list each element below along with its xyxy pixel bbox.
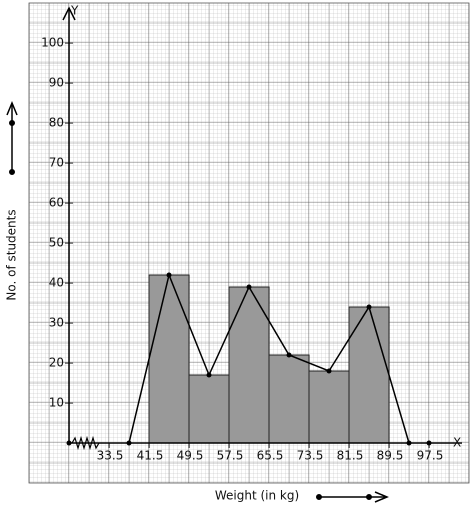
y-tick-label: 80: [49, 116, 64, 130]
x-tick-label: 73.5: [297, 449, 324, 463]
frequency-polygon: [128, 272, 410, 444]
x-axis-label: Weight (in kg): [215, 489, 299, 503]
axis-break: [71, 435, 100, 451]
polygon-point: [286, 352, 292, 358]
y-tick-label: 60: [49, 196, 64, 210]
y-tick-label: 40: [49, 276, 64, 290]
bar: [308, 370, 350, 444]
bar: [148, 274, 190, 444]
polygon-point: [166, 272, 172, 278]
x-tick-label: 97.5: [417, 449, 444, 463]
y-tick-label: 10: [49, 396, 64, 410]
y-tick-label: 20: [49, 356, 64, 370]
x-tick-label: 65.5: [257, 449, 284, 463]
x-direction-arrow: [316, 491, 389, 503]
bar: [348, 306, 390, 444]
y-tick-label: 100: [41, 36, 64, 50]
y-tick-label: 50: [49, 236, 64, 250]
polygon-point: [206, 372, 212, 378]
bar: [188, 374, 230, 444]
x-tick-label: 41.5: [137, 449, 164, 463]
y-tick-label: 90: [49, 76, 64, 90]
x-tick-label: 81.5: [337, 449, 364, 463]
x-tick-label: 89.5: [377, 449, 404, 463]
polygon-point: [366, 304, 372, 310]
y-tick-label: 30: [49, 316, 64, 330]
bar: [228, 286, 270, 444]
y-direction-arrow: [6, 101, 18, 175]
bar: [268, 354, 310, 444]
y-axis-arrow: [62, 6, 76, 21]
origin-dot: [66, 440, 72, 446]
x-axis-name: X: [453, 436, 461, 450]
y-tick-label: 70: [49, 156, 64, 170]
x-tick-label: 57.5: [217, 449, 244, 463]
polygon-point: [326, 368, 332, 374]
y-axis-label: No. of students: [5, 209, 19, 300]
y-axis-name: Y: [70, 4, 79, 18]
x-tick-label: 49.5: [177, 449, 204, 463]
x-tick-label: 33.5: [97, 449, 124, 463]
plot-area: [126, 272, 412, 446]
polygon-point: [246, 284, 252, 290]
